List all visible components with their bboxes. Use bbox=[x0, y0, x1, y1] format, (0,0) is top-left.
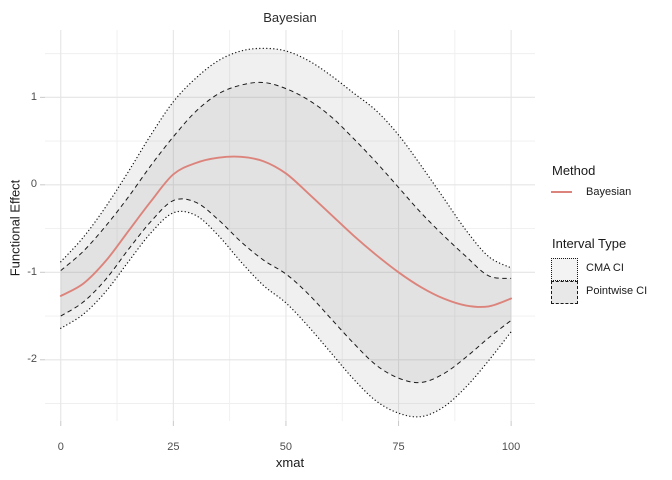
x-axis-title: xmat bbox=[275, 455, 305, 470]
cma-ci-lower-line bbox=[60, 210, 512, 418]
x-tick-label-0: 0 bbox=[57, 441, 64, 453]
y-axis-title: Functional Effect bbox=[7, 179, 23, 277]
bayesian-estimate-line bbox=[59, 155, 513, 308]
pointwise-ci-upper-line bbox=[60, 81, 512, 279]
panel-background bbox=[45, 30, 535, 421]
x-tick-label-100: 100 bbox=[501, 441, 521, 453]
x-tick-label-50: 50 bbox=[279, 441, 293, 453]
plot-title: Bayesian bbox=[263, 10, 317, 25]
cma-ci-band bbox=[60, 48, 512, 417]
y-tick-label-1: 1 bbox=[30, 90, 37, 103]
cma-ci-upper-line bbox=[60, 47, 512, 269]
x-tick-label-75: 75 bbox=[392, 441, 405, 453]
pointwise-ci-band bbox=[60, 82, 512, 383]
y-tick-label--2: -2 bbox=[27, 353, 37, 366]
pointwise-ci-lower-line bbox=[60, 198, 512, 384]
y-tick-label--1: -1 bbox=[27, 265, 37, 278]
y-tick-label-0: 0 bbox=[30, 178, 37, 191]
x-tick-label-25: 25 bbox=[167, 441, 180, 453]
